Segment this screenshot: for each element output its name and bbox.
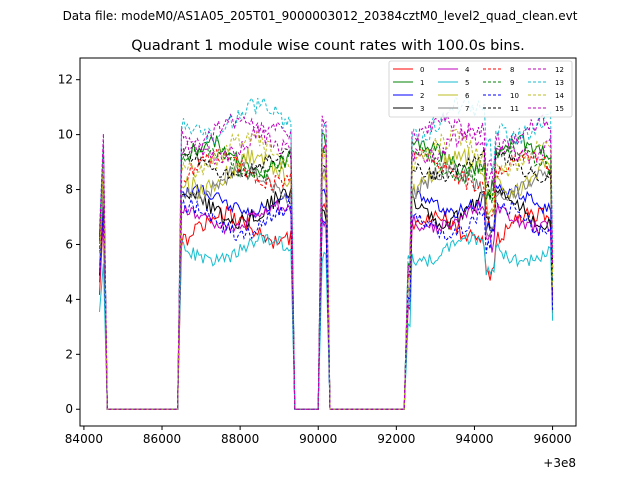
legend-label: 15 (555, 105, 564, 113)
x-tick-label: 94000 (455, 432, 493, 446)
series-line-14 (99, 128, 554, 410)
legend-label: 7 (465, 105, 469, 113)
legend-label: 6 (465, 92, 470, 100)
legend-label: 13 (555, 79, 564, 87)
y-tick-label: 6 (65, 237, 73, 251)
axes-frame (79, 57, 577, 427)
series-line-9 (99, 141, 554, 410)
legend-label: 11 (510, 105, 519, 113)
x-tick-label: 92000 (377, 432, 415, 446)
x-tick-label: 96000 (533, 432, 571, 446)
y-axis: 0 2 4 6 8 10 12 (58, 73, 80, 416)
legend-label: 2 (420, 92, 424, 100)
legend-label: 3 (420, 105, 424, 113)
y-tick-label: 0 (65, 402, 73, 416)
x-offset-label: +3e8 (543, 456, 576, 470)
chart-title: Quadrant 1 module wise count rates with … (131, 38, 525, 54)
legend-label: 10 (510, 92, 519, 100)
x-tick-label: 88000 (221, 432, 259, 446)
y-tick-label: 4 (65, 292, 73, 306)
legend-label: 12 (555, 66, 564, 74)
x-tick-label: 90000 (299, 432, 337, 446)
figure-suptitle: Data file: modeM0/AS1A05_205T01_90000030… (63, 9, 578, 23)
legend-label: 0 (420, 66, 424, 74)
y-tick-label: 10 (58, 128, 73, 142)
legend-label: 9 (510, 79, 514, 87)
x-tick-label: 84000 (65, 432, 103, 446)
y-tick-label: 8 (65, 183, 73, 197)
plot-area (99, 96, 554, 410)
x-axis: 84000 86000 88000 90000 92000 94000 96000 (65, 426, 572, 446)
legend-label: 8 (510, 66, 514, 74)
legend-label: 14 (555, 92, 564, 100)
series-line-12 (99, 121, 554, 410)
y-tick-label: 12 (58, 73, 73, 87)
legend-label: 1 (420, 79, 424, 87)
y-tick-label: 2 (65, 347, 73, 361)
series-line-15 (99, 113, 554, 410)
legend-box (388, 60, 573, 118)
legend-label: 5 (465, 79, 469, 87)
x-tick-label: 86000 (143, 432, 181, 446)
legend-label: 4 (465, 66, 470, 74)
